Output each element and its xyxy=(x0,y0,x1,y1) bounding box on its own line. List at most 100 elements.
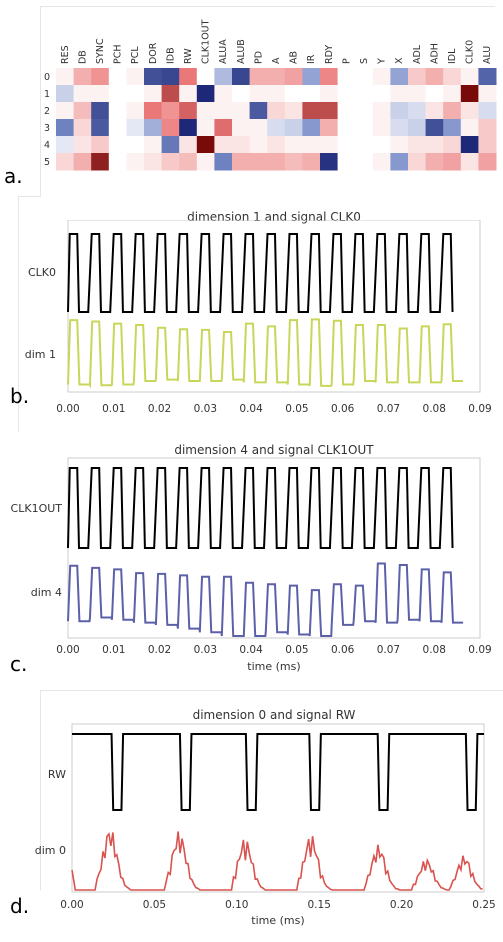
x-axis-label: time (ms) xyxy=(251,914,304,927)
heatmap-cell xyxy=(249,136,268,154)
heatmap-col-label: AB xyxy=(289,51,300,64)
heatmap-col-label: P xyxy=(341,58,352,64)
heatmap-cell xyxy=(179,102,198,120)
heatmap-cell xyxy=(249,153,268,171)
heatmap-cell xyxy=(73,153,92,171)
heatmap-cell xyxy=(232,119,251,137)
heatmap-cell xyxy=(91,153,110,171)
chart-b: CLK0 dim 1 0.00 0.01 0.02 0.03 0.04 0.05 0.06 0.0… xyxy=(25,220,492,415)
heatmap-cell xyxy=(179,153,198,171)
x-axis-label: time (ms) xyxy=(247,660,300,673)
heatmap-cell xyxy=(179,85,198,103)
panel-b-left-border xyxy=(18,196,19,432)
heatmap-col-label: X xyxy=(394,57,405,64)
heatmap-cell xyxy=(56,119,75,137)
heatmap-cell xyxy=(56,153,75,171)
signal-label: CLK0 xyxy=(28,266,56,279)
heatmap-cell xyxy=(144,153,163,171)
heatmap-row-label: 1 xyxy=(44,89,50,100)
heatmap-cell xyxy=(337,85,356,103)
heatmap-cell xyxy=(108,153,127,171)
heatmap-cell xyxy=(425,68,444,86)
heatmap-col-label: ADH xyxy=(429,43,440,64)
heatmap-row-label: 2 xyxy=(44,106,50,117)
x-tick-label: 0.00 xyxy=(56,644,79,656)
heatmap-cell xyxy=(196,136,215,154)
heatmap-cell xyxy=(372,136,391,154)
heatmap-cell xyxy=(249,119,268,137)
x-tick-label: 0.00 xyxy=(56,403,79,415)
heatmap-cell xyxy=(56,102,75,120)
x-tick-label: 0.25 xyxy=(472,899,495,911)
heatmap-col-label: ALU xyxy=(482,46,493,64)
heatmap-col-label: RW xyxy=(183,48,194,64)
heatmap-cell xyxy=(161,119,180,137)
heatmap-cell xyxy=(161,85,180,103)
dim-0-line xyxy=(71,831,483,891)
heatmap-cell xyxy=(372,102,391,120)
heatmap-cell xyxy=(443,153,462,171)
heatmap-cell xyxy=(232,136,251,154)
heatmap-cell xyxy=(232,85,251,103)
chart-c: CLK1OUT dim 4 0.00 0.01 0.02 0.03 0.04 0.05 0.06… xyxy=(11,457,492,673)
panel-c-label: c. xyxy=(10,652,28,676)
heatmap-col-label: IDB xyxy=(165,47,176,64)
heatmap-cell xyxy=(443,68,462,86)
signal-label: CLK1OUT xyxy=(11,502,63,515)
heatmap-cell xyxy=(390,136,409,154)
heatmap-cell xyxy=(214,153,233,171)
heatmap-cell xyxy=(91,85,110,103)
heatmap-cell xyxy=(390,153,409,171)
heatmap-cell xyxy=(126,68,145,86)
heatmap-cell xyxy=(91,102,110,120)
heatmap-row-label: 4 xyxy=(44,140,50,151)
heatmap-cell xyxy=(355,136,374,154)
chart-c-title: dimension 4 and signal CLK1OUT xyxy=(174,443,374,457)
heatmap-cell xyxy=(161,136,180,154)
x-tick-label: 0.20 xyxy=(390,899,413,911)
heatmap-cell xyxy=(267,153,286,171)
heatmap-cell xyxy=(161,68,180,86)
heatmap-cell xyxy=(179,136,198,154)
heatmap-cell xyxy=(179,68,198,86)
heatmap-cell xyxy=(144,119,163,137)
heatmap-cell xyxy=(355,153,374,171)
x-tick-label: 0.01 xyxy=(102,644,125,656)
x-tick-label: 0.00 xyxy=(60,899,83,911)
heatmap-cell xyxy=(108,136,127,154)
heatmap-cell xyxy=(408,136,427,154)
heatmap-cell xyxy=(267,119,286,137)
heatmap-cell xyxy=(73,119,92,137)
heatmap-cell xyxy=(126,153,145,171)
heatmap-col-label: RES xyxy=(60,45,71,64)
heatmap-col-label: PD xyxy=(253,51,264,64)
heatmap-cell xyxy=(267,136,286,154)
heatmap-col-label: RDY xyxy=(324,45,335,64)
heatmap-cell xyxy=(302,119,321,137)
heatmap-cell xyxy=(73,136,92,154)
heatmap-cell xyxy=(302,68,321,86)
heatmap-cell xyxy=(108,102,127,120)
heatmap-cell xyxy=(443,102,462,120)
heatmap-cell xyxy=(320,85,339,103)
heatmap-cell xyxy=(443,85,462,103)
heatmap-cell xyxy=(196,153,215,171)
heatmap-cell xyxy=(144,68,163,86)
heatmap-cell xyxy=(337,119,356,137)
x-tick-label: 0.02 xyxy=(148,403,171,415)
heatmap-cell xyxy=(337,68,356,86)
dim-label: dim 4 xyxy=(31,586,62,599)
dim-label: dim 0 xyxy=(35,844,66,857)
heatmap-col-label: Y xyxy=(377,58,388,65)
panel-a-label: a. xyxy=(4,164,23,188)
heatmap-cell xyxy=(302,153,321,171)
heatmap-cell xyxy=(108,85,127,103)
heatmap-cell xyxy=(56,85,75,103)
signal-label: RW xyxy=(48,768,66,781)
heatmap-cell xyxy=(196,68,215,86)
heatmap-cell xyxy=(214,119,233,137)
heatmap-cell xyxy=(320,102,339,120)
chart-d-title: dimension 0 and signal RW xyxy=(192,708,356,722)
heatmap-cell xyxy=(284,102,303,120)
heatmap-cell xyxy=(144,136,163,154)
